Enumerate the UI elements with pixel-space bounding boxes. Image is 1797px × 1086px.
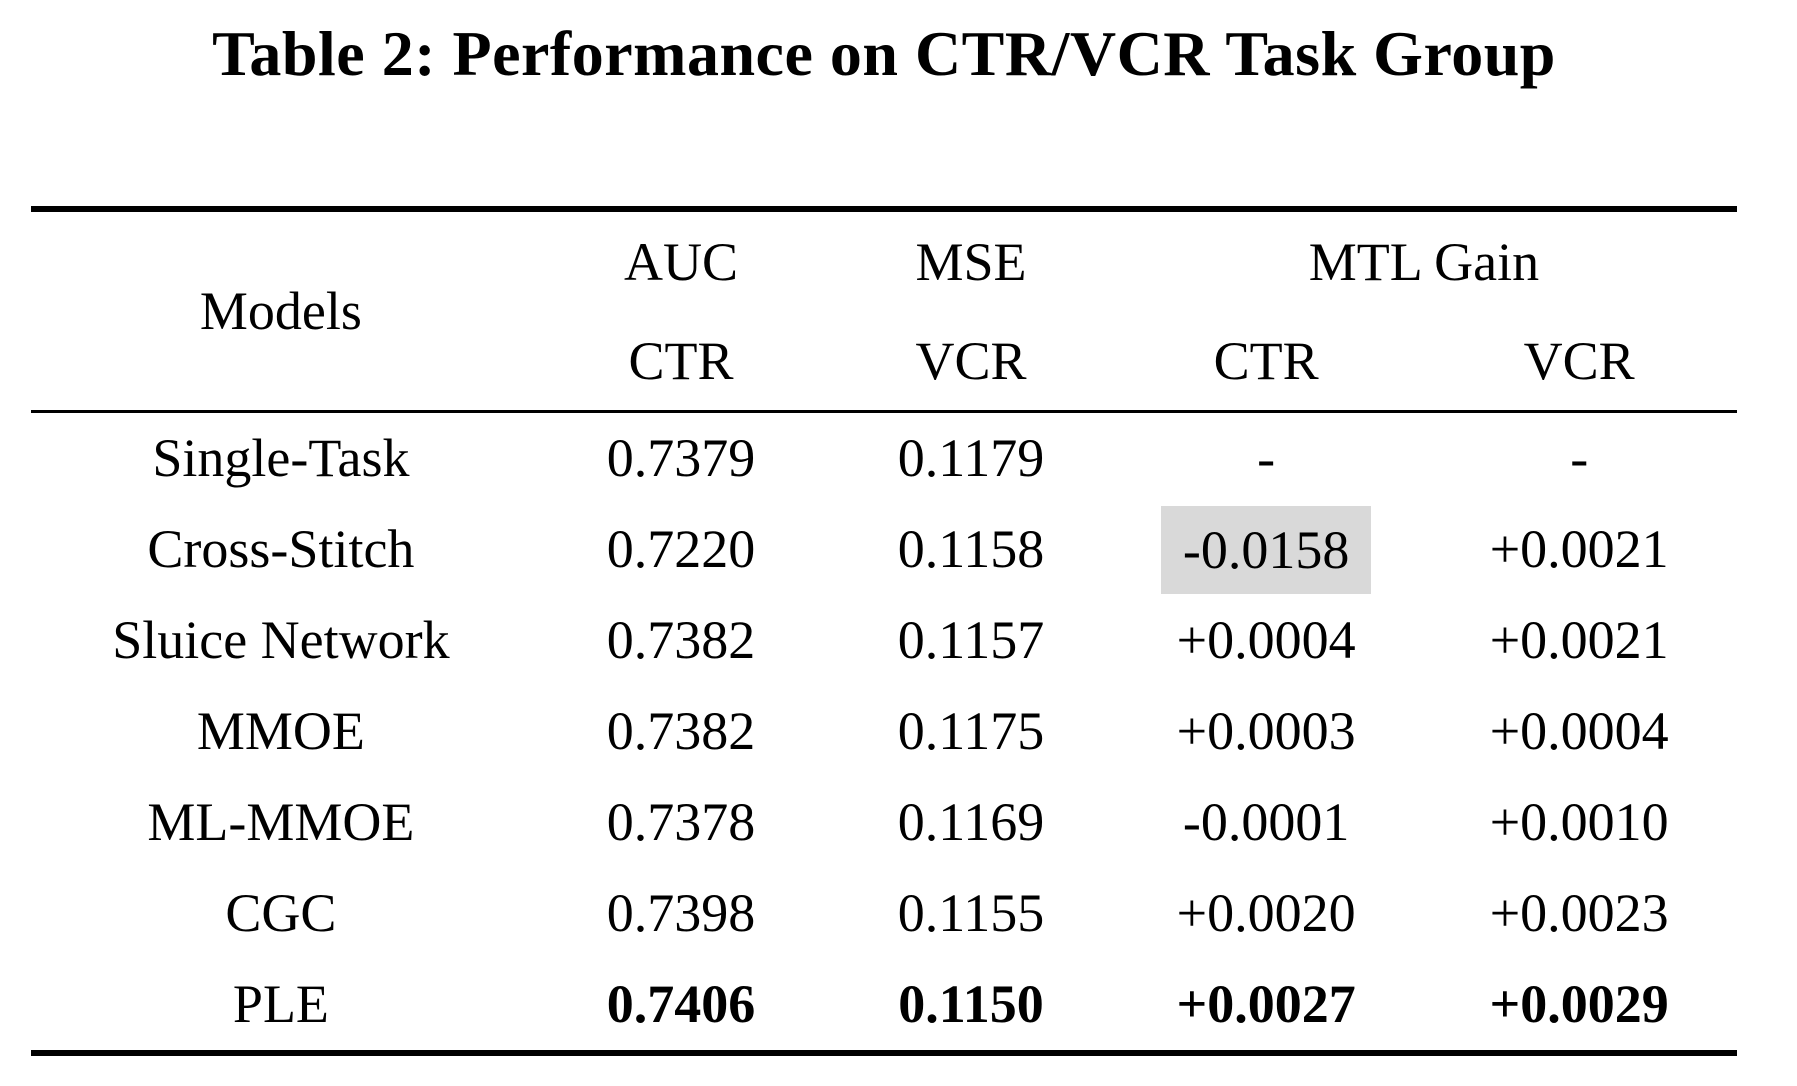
cell-mtl-ctr: +0.0003 (1176, 700, 1356, 761)
header-auc: AUC (623, 231, 738, 292)
cell-model: CGC (225, 882, 337, 943)
cell-model: Single-Task (152, 427, 410, 488)
cell-auc-ctr: 0.7398 (606, 882, 756, 943)
header-models: Models (199, 281, 362, 341)
table-body: Single-Task 0.7379 0.1179 - - Cross-Stit… (31, 412, 1737, 1054)
cell-model: MMOE (196, 700, 365, 761)
table-row-ple: PLE 0.7406 0.1150 +0.0027 +0.0029 (31, 959, 1737, 1053)
cell-mse-vcr: 0.1150 (898, 973, 1044, 1034)
cell-auc-ctr: 0.7378 (606, 791, 756, 852)
header-auc-ctr: CTR (628, 330, 734, 391)
cell-mtl-ctr: -0.0001 (1182, 791, 1350, 852)
cell-mtl-vcr: +0.0010 (1489, 791, 1669, 852)
header-mtl-vcr: VCR (1523, 330, 1635, 391)
cell-mse-vcr: 0.1157 (897, 609, 1045, 670)
cell-mse-vcr: 0.1155 (897, 882, 1045, 943)
cell-auc-ctr: 0.7220 (606, 518, 756, 579)
cell-mse-vcr: 0.1175 (897, 700, 1045, 761)
cell-mse-vcr: 0.1179 (897, 427, 1045, 488)
cell-mtl-ctr: -0.0158 (1111, 504, 1421, 595)
cell-model: Sluice Network (112, 609, 450, 670)
cell-mtl-ctr: +0.0027 (1176, 973, 1356, 1034)
header-row-top: Models AUC MSE MTL Gain (31, 209, 1737, 342)
cell-mse-vcr: 0.1169 (897, 791, 1045, 852)
header-mse: MSE (915, 231, 1027, 292)
table-row-cross-stitch: Cross-Stitch 0.7220 0.1158 -0.0158 +0.00… (31, 504, 1737, 595)
table-row-mmoe: MMOE 0.7382 0.1175 +0.0003 +0.0004 (31, 686, 1737, 777)
cell-mse-vcr: 0.1158 (897, 518, 1045, 579)
cell-mtl-vcr: +0.0021 (1489, 609, 1669, 670)
cell-mtl-vcr: +0.0021 (1489, 518, 1669, 579)
cell-auc-ctr: 0.7382 (606, 700, 756, 761)
cell-auc-ctr: 0.7379 (606, 427, 756, 488)
header-mtl-ctr: CTR (1213, 330, 1319, 391)
cell-mtl-vcr: +0.0029 (1489, 973, 1669, 1034)
table-row-ml-mmoe: ML-MMOE 0.7378 0.1169 -0.0001 +0.0010 (31, 777, 1737, 868)
table-header: Models AUC MSE MTL Gain CTR VCR CTR VCR (31, 209, 1737, 412)
header-mse-vcr: VCR (915, 330, 1027, 391)
cell-mtl-vcr: +0.0004 (1489, 700, 1669, 761)
table-caption: Table 2: Performance on CTR/VCR Task Gro… (212, 18, 1556, 89)
highlighted-value: -0.0158 (1160, 505, 1372, 594)
performance-table: Models AUC MSE MTL Gain CTR VCR CTR VCR … (31, 206, 1737, 1056)
header-row-sub: CTR VCR CTR VCR (31, 311, 1737, 412)
cell-mtl-ctr: - (1257, 427, 1276, 488)
cell-auc-ctr: 0.7382 (606, 609, 756, 670)
cell-model: ML-MMOE (147, 791, 415, 852)
cell-auc-ctr: 0.7406 (606, 973, 756, 1034)
cell-mtl-vcr: +0.0023 (1489, 882, 1669, 943)
cell-model: Cross-Stitch (147, 518, 415, 579)
cell-mtl-ctr: +0.0004 (1176, 609, 1356, 670)
header-mtl-gain: MTL Gain (1308, 231, 1540, 292)
table-row-single-task: Single-Task 0.7379 0.1179 - - (31, 412, 1737, 505)
table-row-sluice-network: Sluice Network 0.7382 0.1157 +0.0004 +0.… (31, 595, 1737, 686)
cell-model: PLE (232, 973, 329, 1034)
cell-mtl-ctr: +0.0020 (1176, 882, 1356, 943)
table-row-cgc: CGC 0.7398 0.1155 +0.0020 +0.0023 (31, 868, 1737, 959)
cell-mtl-vcr: - (1570, 427, 1589, 488)
